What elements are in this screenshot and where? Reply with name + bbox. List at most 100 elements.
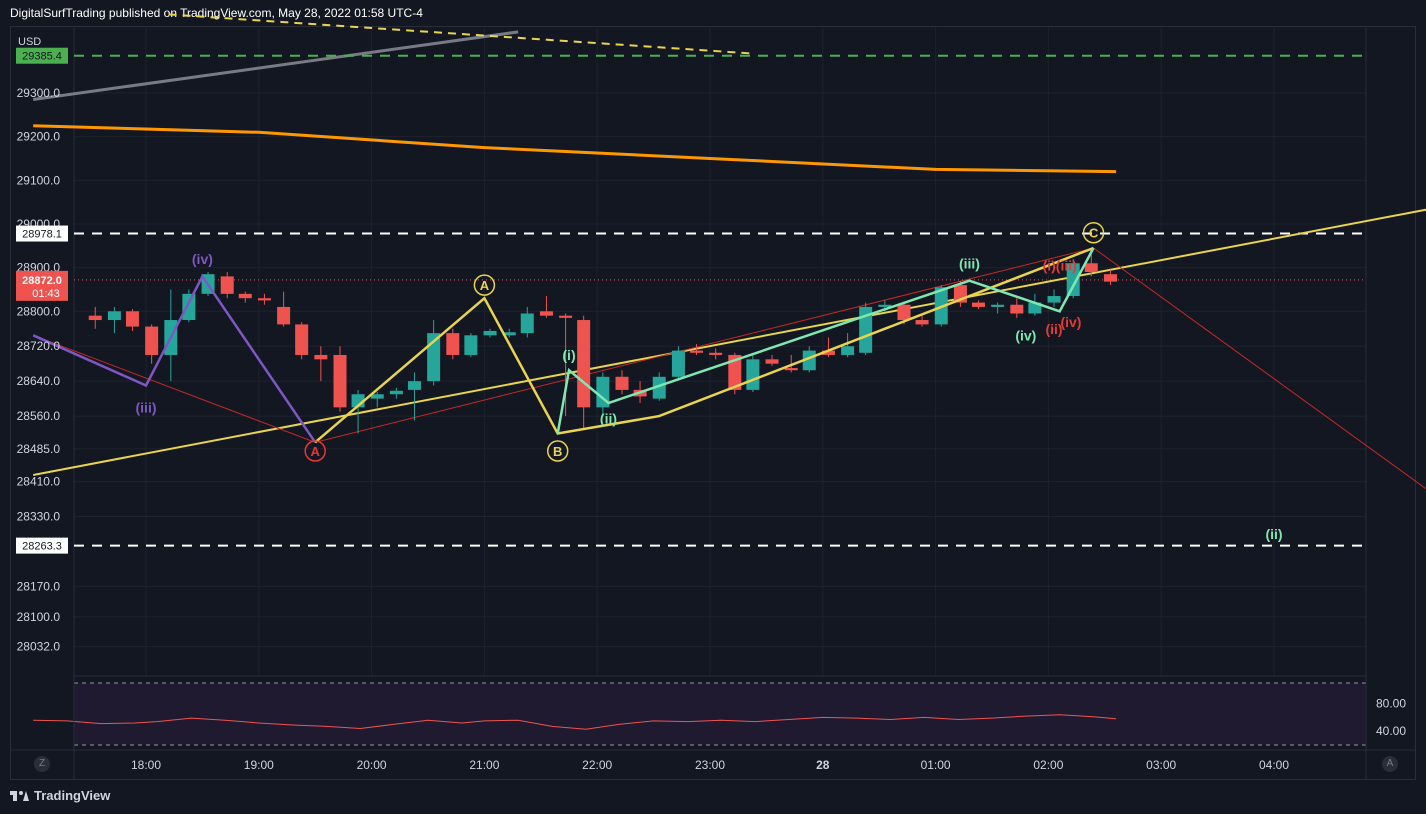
candle-body-36 <box>765 359 779 364</box>
current-price-badge <box>16 270 68 301</box>
price-tick-1: 29200.0 <box>17 130 61 144</box>
candle-body-30 <box>652 376 666 399</box>
level-badge-text-29385.4: 29385.4 <box>22 51 62 63</box>
candle-body-33 <box>709 352 723 355</box>
auto-scale-button[interactable]: A <box>1382 756 1398 772</box>
time-tick-0: 18:00 <box>131 758 161 772</box>
time-tick-10: 04:00 <box>1259 758 1289 772</box>
candle-body-53 <box>1084 263 1098 273</box>
candle-body-42 <box>878 304 892 307</box>
candle-body-32 <box>689 350 703 353</box>
wave-label-9: (iv) <box>1060 314 1081 330</box>
timezone-z-button[interactable]: Z <box>34 756 50 772</box>
trendline-yellow-dash-top <box>168 13 756 55</box>
wave-label-6: (iii) <box>959 255 980 271</box>
wave-label-8: (ii) <box>1045 321 1062 337</box>
rsi-lower-label: 40.00 <box>1376 724 1406 738</box>
tradingview-logo[interactable]: TradingView <box>10 788 110 803</box>
candle-body-48 <box>991 304 1005 307</box>
wave-path-green-iii <box>556 247 1095 434</box>
wave-circle-2 <box>473 274 496 296</box>
time-tick-3: 21:00 <box>469 758 499 772</box>
level-badge-text-28978.1: 28978.1 <box>22 229 62 241</box>
trendline-red-thin <box>33 247 1426 490</box>
price-tick-12: 28170.0 <box>17 579 61 593</box>
candle-body-24 <box>539 311 553 316</box>
time-tick-7: 01:00 <box>921 758 951 772</box>
candle-body-5 <box>182 293 196 321</box>
wave-label-1: (iii) <box>136 399 157 415</box>
price-tick-8: 28560.0 <box>17 409 61 423</box>
tradingview-brand-text: TradingView <box>34 788 111 803</box>
candle-body-17 <box>407 381 421 390</box>
rsi-band <box>74 683 1366 745</box>
candle-body-50 <box>1028 302 1042 314</box>
time-tick-1: 19:00 <box>244 758 274 772</box>
time-tick-2: 20:00 <box>357 758 387 772</box>
price-tick-7: 28640.0 <box>17 374 61 388</box>
time-tick-5: 23:00 <box>695 758 725 772</box>
wave-label-14: (ii) <box>1265 526 1282 542</box>
candle-body-49 <box>1010 304 1024 314</box>
candle-body-21 <box>483 330 497 336</box>
candle-body-7 <box>220 276 234 294</box>
wave-circle-12 <box>1082 221 1105 244</box>
ma-orange-line <box>33 124 1117 174</box>
price-tick-2: 29100.0 <box>17 173 61 187</box>
candle-body-8 <box>238 293 252 299</box>
candle-body-22 <box>502 332 516 336</box>
candle-body-47 <box>971 302 985 307</box>
candle-body-10 <box>277 306 291 325</box>
level-badge-29385.4 <box>16 47 68 64</box>
candle-body-44 <box>915 320 929 325</box>
wave-label-4: (ii) <box>600 410 617 426</box>
wave-label-3: (i) <box>562 347 575 363</box>
time-tick-8: 02:00 <box>1033 758 1063 772</box>
price-tick-11: 28330.0 <box>17 510 61 524</box>
candle-body-39 <box>821 350 835 355</box>
candle-body-28 <box>615 376 629 390</box>
candle-body-37 <box>784 368 798 371</box>
candle-body-34 <box>728 354 742 390</box>
candle-body-52 <box>1066 263 1080 297</box>
wave-label-5: B <box>553 444 562 459</box>
candle-body-51 <box>1047 296 1061 303</box>
price-tick-0: 29300.0 <box>17 86 61 100</box>
price-tick-13: 28100.0 <box>17 610 61 624</box>
currency-label: USD <box>18 36 41 48</box>
candle-body-2 <box>125 311 139 327</box>
candle-body-41 <box>859 306 873 353</box>
candle-body-9 <box>257 298 271 301</box>
price-tick-10: 28410.0 <box>17 475 61 489</box>
candle-body-25 <box>559 315 573 318</box>
chart-frame <box>10 26 1416 780</box>
price-tick-6: 28720.0 <box>17 339 61 353</box>
countdown-text: 01:43 <box>32 288 60 300</box>
wave-label-11: A <box>311 444 321 459</box>
candle-body-15 <box>370 394 384 399</box>
level-badge-text-28263.3: 28263.3 <box>22 541 62 553</box>
trendline-yellow-rising <box>33 208 1426 476</box>
time-tick-6: 28 <box>816 758 830 772</box>
candle-body-31 <box>671 350 685 377</box>
candle-body-13 <box>333 354 347 408</box>
wave-label-12: C <box>1089 226 1099 241</box>
candle-body-3 <box>145 326 159 355</box>
time-tick-9: 03:00 <box>1146 758 1176 772</box>
level-badge-28263.3 <box>16 537 68 554</box>
ma-gray-line <box>32 30 519 101</box>
candle-body-26 <box>577 320 591 408</box>
wave-label-0: (iv) <box>192 251 213 267</box>
candle-body-0 <box>88 315 102 321</box>
price-tick-5: 28800.0 <box>17 304 61 318</box>
rsi-line <box>33 714 1117 730</box>
candle-body-40 <box>841 346 855 355</box>
candle-body-54 <box>1103 274 1117 282</box>
candle-body-19 <box>446 333 460 355</box>
candle-body-35 <box>746 359 760 390</box>
wave-circle-5 <box>546 440 569 462</box>
candle-body-16 <box>389 390 403 395</box>
tradingview-logo-icon <box>10 790 29 801</box>
wave-label-10: (i)(iii) <box>1043 257 1077 273</box>
